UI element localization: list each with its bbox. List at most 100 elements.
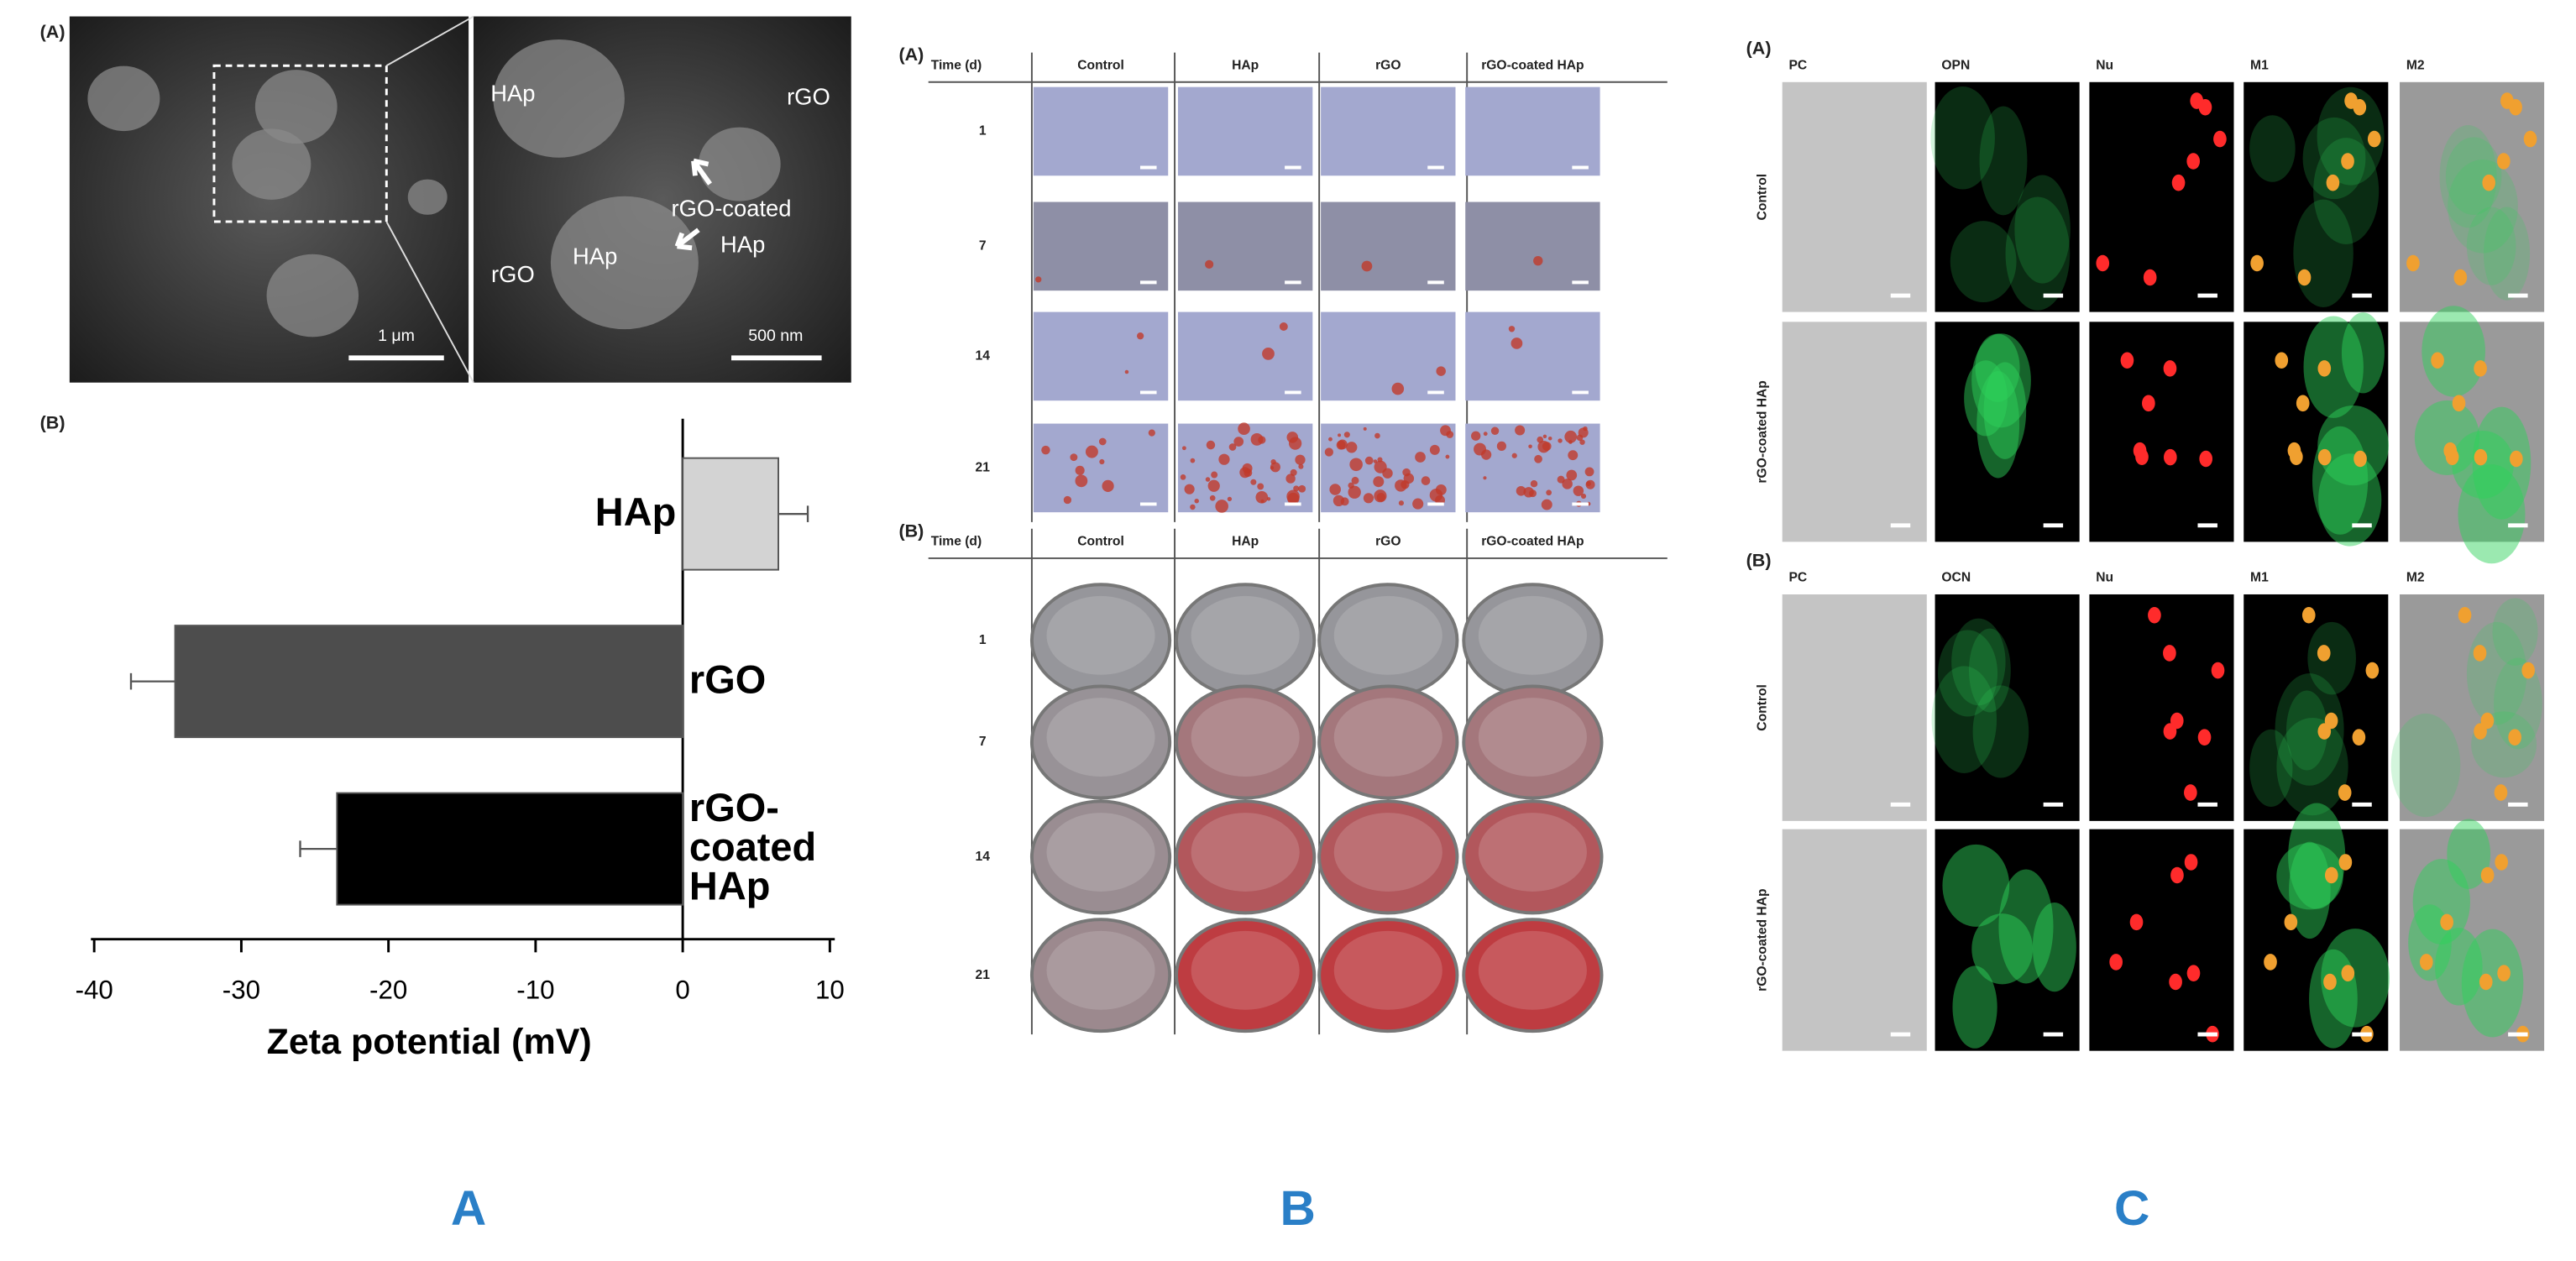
nucleus	[2508, 729, 2521, 746]
green-signal	[2472, 406, 2531, 520]
micrograph	[1935, 594, 2080, 821]
stain-spot	[1511, 337, 1523, 349]
green-signal	[1983, 362, 2027, 459]
micrograph	[2089, 594, 2234, 821]
stain-image	[1465, 311, 1600, 401]
well-inner	[1191, 813, 1300, 892]
stain-spot	[1483, 476, 1487, 480]
stain-spot	[1180, 474, 1186, 480]
micrograph	[2089, 81, 2234, 312]
stain-spot	[1205, 477, 1211, 482]
nucleus	[2341, 965, 2355, 981]
well-inner	[1046, 930, 1155, 1010]
stain-spot	[1041, 445, 1050, 455]
sem-label: HAp	[490, 81, 535, 107]
green-signal	[1971, 333, 2031, 428]
nucleus	[2169, 973, 2182, 991]
particle	[698, 127, 781, 201]
stain-spot	[1542, 434, 1547, 439]
column-label: PC	[1788, 571, 1807, 585]
nucleus	[2129, 913, 2144, 931]
stain-image	[1321, 311, 1456, 401]
stain-spot	[1580, 493, 1587, 500]
stain-spot	[1295, 454, 1306, 465]
sem-label: rGO-coated	[672, 196, 792, 222]
nucleus	[2338, 784, 2352, 801]
x-tick-label: -30	[223, 976, 260, 1005]
nucleus	[2120, 352, 2134, 369]
green-signal	[2484, 207, 2531, 301]
category-label: rGO-coated HAp	[689, 789, 816, 908]
stain-spot	[1534, 454, 1542, 463]
stain-spot	[1558, 438, 1563, 443]
nucleus	[2458, 606, 2472, 624]
nucleus	[2341, 153, 2354, 170]
nucleus	[2367, 130, 2381, 148]
stain-spot	[1564, 430, 1578, 443]
column-label: Nu	[2096, 571, 2113, 585]
green-signal	[2448, 160, 2518, 254]
nucleus	[2264, 954, 2277, 971]
stain-image	[1177, 86, 1313, 176]
nucleus	[2190, 92, 2204, 109]
micrograph	[2400, 322, 2545, 542]
well-inner	[1478, 698, 1587, 777]
stain-spot	[1250, 433, 1264, 446]
stain-spot	[1075, 474, 1088, 488]
micrograph	[2400, 594, 2545, 821]
nucleus	[2143, 269, 2157, 286]
stain-spot	[1328, 437, 1333, 442]
column-label: HAp	[1232, 535, 1259, 549]
stain-spot	[1211, 471, 1218, 479]
green-signal	[2309, 949, 2358, 1049]
nucleus	[2301, 606, 2316, 624]
category-label: HAp	[595, 494, 676, 533]
green-signal	[2289, 841, 2331, 939]
particle	[407, 179, 448, 215]
well-inner	[1478, 813, 1587, 892]
nucleus	[2445, 448, 2459, 466]
green-signal	[2318, 453, 2382, 547]
zoom-line	[385, 221, 474, 384]
green-signal	[2302, 117, 2366, 200]
stain-spot	[1181, 446, 1186, 451]
stain-spot	[1298, 463, 1304, 469]
column-label: HAp	[1232, 58, 1259, 72]
green-signal	[2293, 199, 2353, 307]
particle	[266, 254, 359, 337]
scale-label: 1 μm	[378, 327, 415, 345]
well-inner	[1191, 930, 1300, 1010]
nucleus	[2523, 130, 2537, 148]
sem-label: rGO	[491, 261, 535, 287]
bar	[336, 792, 684, 906]
stain-spot	[1098, 437, 1107, 446]
stain-spot	[1349, 458, 1363, 472]
well	[1175, 684, 1317, 800]
nucleus	[2324, 866, 2338, 884]
nucleus	[2406, 254, 2420, 272]
stain-spot	[1483, 432, 1488, 437]
green-signal	[1977, 370, 2020, 479]
green-signal	[1950, 221, 2017, 303]
stain-spot	[1436, 366, 1446, 376]
micrograph	[1782, 829, 1927, 1051]
micrograph	[2244, 594, 2389, 821]
stain-spot	[1537, 436, 1544, 443]
stain-spot	[1562, 479, 1573, 489]
stain-spot	[1288, 437, 1302, 450]
stain-spot	[1568, 440, 1573, 444]
stain-spot	[1333, 494, 1345, 507]
well	[1317, 918, 1459, 1033]
stain-spot	[1279, 322, 1288, 331]
stain-spot	[1209, 494, 1216, 501]
green-signal	[1972, 685, 2029, 778]
scale-label: 500 nm	[748, 327, 803, 345]
stain-spot	[1391, 382, 1405, 395]
nucleus	[2186, 153, 2201, 170]
particle	[87, 65, 160, 132]
green-signal	[2321, 929, 2390, 1028]
nucleus	[2163, 448, 2177, 466]
nucleus	[2109, 954, 2123, 971]
nucleus	[2353, 450, 2367, 468]
nucleus	[2474, 723, 2487, 740]
